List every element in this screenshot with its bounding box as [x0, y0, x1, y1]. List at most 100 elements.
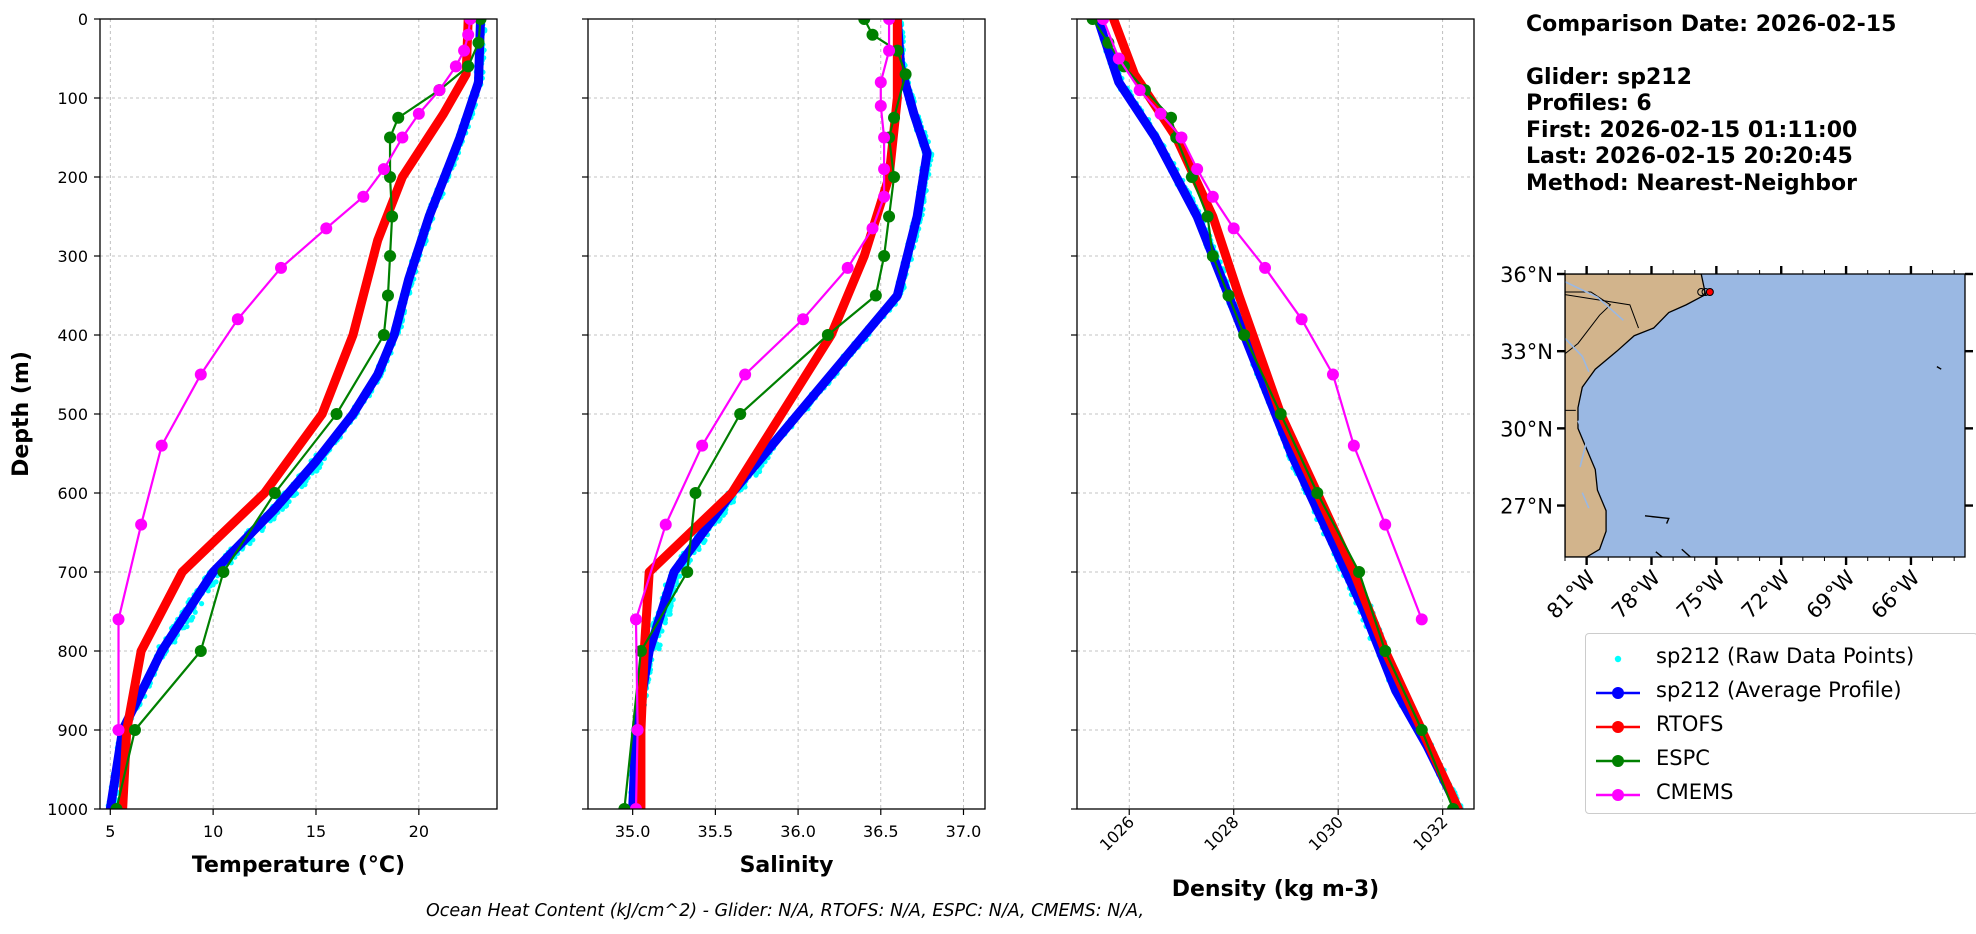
legend-label: RTOFS [1656, 712, 1724, 736]
y-tick-label: 500 [57, 405, 88, 424]
espc-point [866, 28, 879, 41]
glider-position [1705, 288, 1714, 297]
salinity-panel: 35.0 35.5 36.0 36.5 37.0 Salinity [582, 18, 986, 878]
cmems-point [1259, 261, 1272, 274]
island [1681, 548, 1691, 557]
first-time: First: 2026-02-15 01:11:00 [1526, 117, 1858, 143]
legend-marker-rtofs [1596, 721, 1640, 733]
profile-count: Profiles: 6 [1526, 91, 1652, 116]
plot-area [105, 19, 488, 809]
cmems-point [1133, 84, 1146, 97]
legend-marker [1612, 789, 1624, 801]
cmems-point [1154, 107, 1167, 120]
espc-point [384, 131, 397, 144]
x-axis-label: Temperature (°C) [192, 853, 405, 878]
espc-point [618, 803, 631, 809]
cmems-point [1175, 131, 1188, 144]
cmems-point [357, 190, 370, 203]
legend-marker [1612, 721, 1624, 733]
last-time: Last: 2026-02-15 20:20:45 [1526, 144, 1853, 169]
x-tick-label: 37.0 [946, 822, 982, 841]
raw-data-point [662, 620, 668, 626]
x-tick-label: 15 [306, 822, 326, 841]
cmems-point [462, 28, 475, 41]
x-tick-label: 35.5 [698, 822, 734, 841]
cmems-point [1097, 19, 1110, 25]
espc-point [128, 724, 141, 736]
legend-item-cmems: CMEMS [1586, 778, 1976, 812]
cmems-line [117, 19, 472, 730]
espc-point [462, 60, 475, 73]
cmems-point [112, 613, 125, 626]
legend-item-espc: ESPC [1586, 744, 1976, 778]
cmems-point [878, 190, 891, 203]
island [1644, 515, 1670, 524]
legend-label: sp212 (Raw Data Points) [1656, 644, 1915, 668]
island [1936, 366, 1942, 370]
cmems-point [449, 60, 462, 73]
average-profile-line [105, 19, 486, 809]
cmems-point [1347, 439, 1360, 452]
legend-label: sp212 (Average Profile) [1656, 678, 1902, 702]
method: Method: Nearest-Neighbor [1526, 170, 1857, 196]
espc-line [623, 19, 907, 809]
cmems-point [1227, 222, 1240, 235]
cmems-point [883, 19, 896, 25]
cmems-point [396, 131, 409, 144]
river [1565, 337, 1590, 373]
y-tick-label: 300 [57, 247, 88, 266]
espc-point [899, 68, 912, 81]
cmems-point [841, 261, 854, 274]
cmems-point [155, 439, 168, 452]
cmems-line [1102, 19, 1423, 620]
cmems-point [112, 724, 125, 736]
cmems-point [320, 222, 333, 235]
cmems-point [1326, 368, 1339, 381]
legend-marker-cmems [1596, 789, 1640, 801]
y-tick-label: 800 [57, 642, 88, 661]
legend-marker-espc [1596, 755, 1640, 767]
x-tick-label: 20 [409, 822, 429, 841]
espc-point [869, 289, 882, 302]
espc-point [878, 250, 891, 262]
espc-point [634, 645, 647, 657]
cmems-point [1112, 52, 1125, 65]
river [1581, 492, 1590, 509]
cmems-point [866, 222, 879, 235]
x-tick-label: 10 [203, 822, 223, 841]
espc-point [377, 329, 390, 341]
x-tick-label: 1030 [1305, 812, 1347, 854]
cmems-point [878, 131, 891, 144]
lat-tick-label: 27°N [1500, 495, 1553, 519]
x-tick-label: 35.0 [615, 822, 651, 841]
cmems-point [739, 368, 752, 381]
cmems-point [377, 163, 390, 176]
cmems-point [1191, 163, 1204, 176]
map-frame [1564, 273, 1966, 558]
espc-point [1447, 803, 1460, 809]
land-mass [1565, 274, 1707, 557]
legend-item-raw: sp212 (Raw Data Points) [1586, 642, 1976, 676]
espc-point [888, 171, 901, 183]
espc-point [110, 803, 123, 809]
cmems-point [883, 44, 896, 57]
y-tick-label: 600 [57, 484, 88, 503]
legend-item-average: sp212 (Average Profile) [1586, 676, 1976, 710]
x-tick-label: 5 [105, 822, 115, 841]
lat-tick-label: 30°N [1500, 417, 1553, 441]
x-tick-label: 1032 [1409, 812, 1451, 854]
cmems-point [1379, 518, 1392, 531]
x-tick-label: 36.5 [863, 822, 899, 841]
island [1655, 551, 1663, 557]
cmems-point [412, 107, 425, 120]
espc-point [891, 44, 904, 57]
raw-data-point [198, 601, 205, 607]
cmems-point [659, 518, 672, 531]
x-tick-label: 1028 [1200, 812, 1242, 854]
lon-tick-label: 66°W [1866, 565, 1924, 623]
raw-data-point [666, 611, 672, 617]
espc-point [1353, 566, 1366, 578]
cmems-point [464, 19, 477, 25]
cmems-point [631, 724, 644, 736]
espc-point [858, 19, 871, 25]
